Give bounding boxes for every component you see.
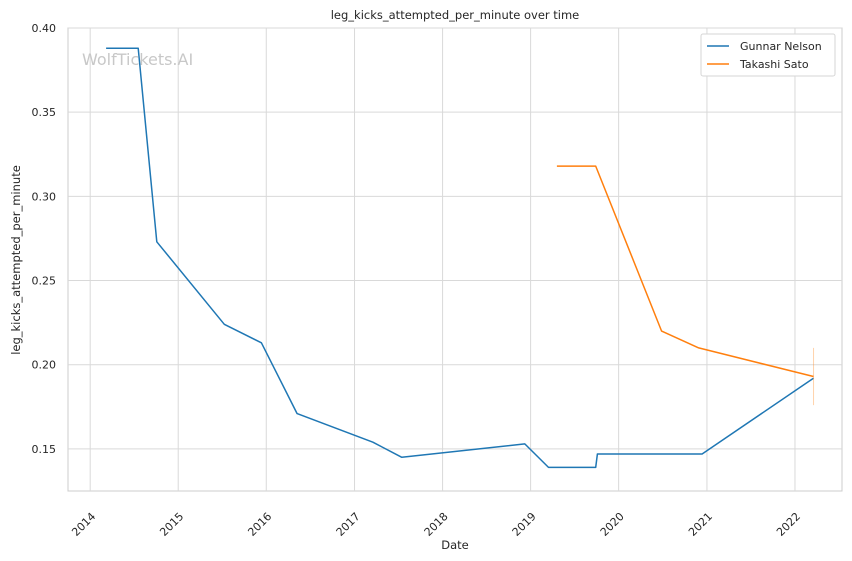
y-tick-label: 0.20 xyxy=(32,359,57,372)
y-tick-label: 0.40 xyxy=(32,22,57,35)
y-tick-label: 0.15 xyxy=(32,443,57,456)
x-tick-label: 2014 xyxy=(69,510,98,539)
x-tick-label: 2015 xyxy=(157,510,186,539)
x-axis-label: Date xyxy=(441,538,469,552)
y-tick-label: 0.35 xyxy=(32,106,57,119)
x-tick-label: 2016 xyxy=(245,510,274,539)
x-tick-label: 2017 xyxy=(334,510,363,539)
series-line-gunnar-nelson xyxy=(106,47,814,469)
legend-label-gunnar-nelson: Gunnar Nelson xyxy=(740,40,822,53)
watermark: WolfTickets.AI xyxy=(82,50,193,69)
x-tick-label: 2019 xyxy=(510,510,539,539)
data-series xyxy=(106,47,815,469)
y-tick-label: 0.25 xyxy=(32,275,57,288)
legend: Gunnar Nelson Takashi Sato xyxy=(700,33,836,77)
grid xyxy=(68,27,842,491)
x-tick-label: 2020 xyxy=(598,510,627,539)
series-line-takashi-sato xyxy=(556,165,814,378)
x-tick-label: 2021 xyxy=(686,510,715,539)
plot-area xyxy=(67,27,843,492)
legend-label-takashi-sato: Takashi Sato xyxy=(739,58,809,71)
x-tick-label: 2022 xyxy=(774,510,803,539)
x-tick-label: 2018 xyxy=(422,510,451,539)
y-axis-label: leg_kicks_attempted_per_minute xyxy=(9,165,23,355)
chart-title: leg_kicks_attempted_per_minute over time xyxy=(331,8,580,22)
y-tick-label: 0.30 xyxy=(32,190,57,203)
legend-box xyxy=(700,33,836,77)
